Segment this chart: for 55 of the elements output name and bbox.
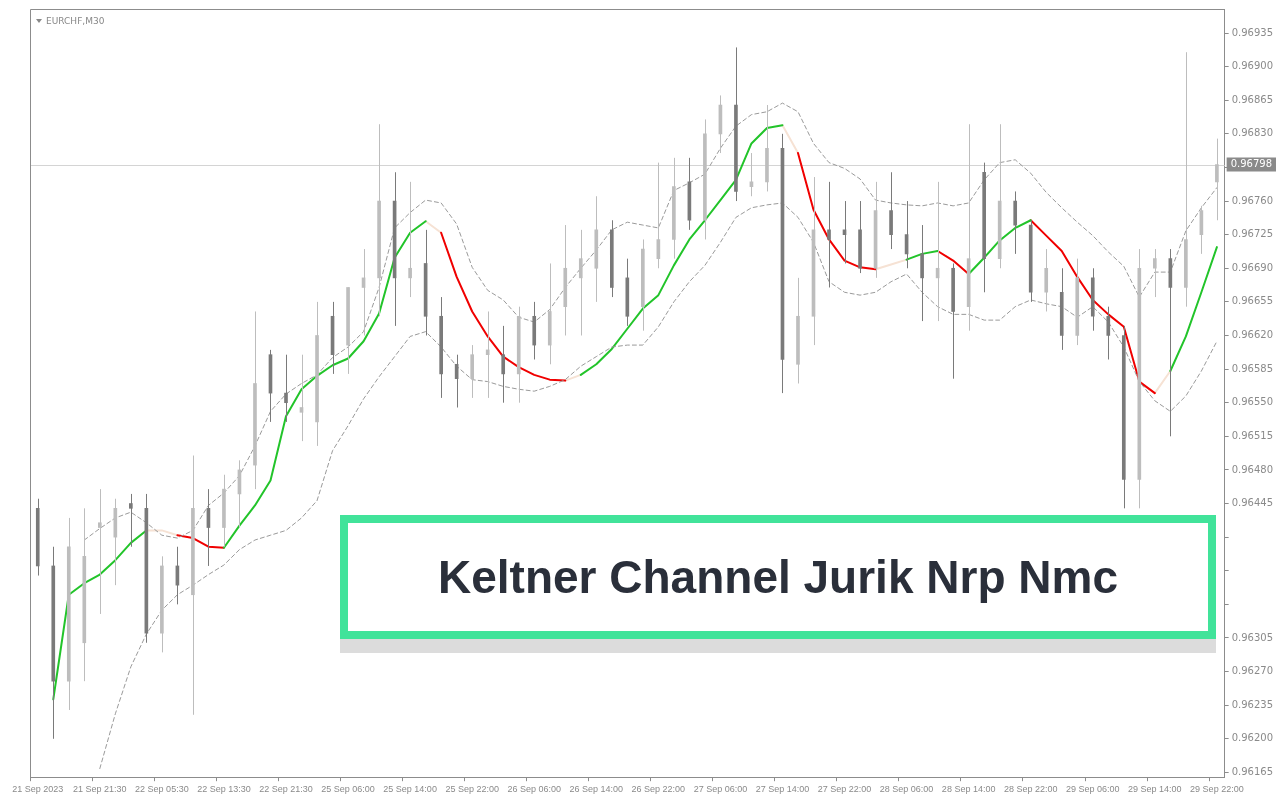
y-tick-label: 0.96760 (1231, 194, 1274, 206)
x-tick-label: 26 Sep 22:00 (631, 784, 686, 795)
y-tick-label: 0.96270 (1231, 665, 1274, 677)
x-tick-label: 22 Sep 05:30 (135, 784, 189, 795)
x-tick-label: 27 Sep 06:00 (693, 784, 748, 795)
y-tick-label: 0.96865 (1231, 93, 1274, 105)
x-tick-label: 29 Sep 06:00 (1065, 784, 1120, 795)
candlestick (129, 493, 133, 548)
text: EURCHF,M30 (46, 16, 105, 26)
line-series (99, 202, 1218, 770)
y-tick-label: 0.96445 (1231, 497, 1274, 509)
y-tick-label: 0.96550 (1231, 396, 1274, 408)
y-tick-label: 0.96480 (1231, 463, 1274, 475)
text: Keltner Channel Jurik Nrp Nmc (437, 550, 1119, 605)
candlestick (408, 181, 412, 298)
x-tick-label: 26 Sep 14:00 (569, 784, 624, 795)
y-tick-label: 0.96725 (1231, 228, 1274, 240)
candlestick (1215, 138, 1219, 221)
candlestick (501, 325, 506, 404)
x-tick-label: 27 Sep 14:00 (755, 784, 810, 795)
candlestick (1153, 248, 1157, 298)
x-tick-label: 25 Sep 14:00 (383, 784, 437, 795)
candlestick (827, 181, 831, 288)
candlestick (1106, 306, 1111, 360)
x-tick-label: 26 Sep 06:00 (507, 784, 562, 795)
y-tick-label: 0.96235 (1231, 698, 1274, 710)
y-tick-label: 0.96830 (1231, 127, 1274, 139)
candlestick (284, 354, 288, 423)
y-tick-label: 0.96200 (1231, 732, 1274, 744)
candlestick (299, 354, 304, 442)
x-tick-label: 28 Sep 06:00 (879, 784, 934, 795)
x-tick-label: 25 Sep 06:00 (321, 784, 375, 795)
y-tick-label: 0.96165 (1231, 765, 1274, 777)
y-tick-label: 0.96620 (1231, 329, 1274, 341)
y-tick-label: 0.96585 (1231, 362, 1274, 374)
x-tick-label: 29 Sep 22:00 (1190, 784, 1244, 795)
x-tick-label: 27 Sep 22:00 (817, 784, 872, 795)
y-tick-label: 0.96305 (1231, 631, 1274, 643)
x-tick-label: 28 Sep 14:00 (941, 784, 996, 795)
x-tick-label: 22 Sep 13:30 (197, 784, 251, 795)
y-tick-label: 0.96935 (1231, 26, 1274, 38)
y-tick-label: 0.96515 (1231, 429, 1274, 441)
y-tick-label: 0.96900 (1231, 60, 1274, 72)
y-tick-label: 0.96690 (1231, 261, 1274, 273)
x-tick-label: 28 Sep 22:00 (1003, 784, 1058, 795)
x-tick-label: 25 Sep 22:00 (445, 784, 499, 795)
ref-line-label: 0.96798 (1230, 158, 1273, 170)
y-tick-label: 0.96655 (1231, 295, 1274, 307)
candlestick (97, 488, 102, 615)
x-tick-label: 21 Sep 21:30 (73, 784, 127, 795)
candlestick (485, 310, 490, 399)
candlestick (578, 229, 583, 336)
x-tick-label: 21 Sep 2023 (12, 784, 64, 795)
x-tick-label: 29 Sep 14:00 (1128, 784, 1182, 795)
x-tick-label: 22 Sep 21:30 (259, 784, 313, 795)
